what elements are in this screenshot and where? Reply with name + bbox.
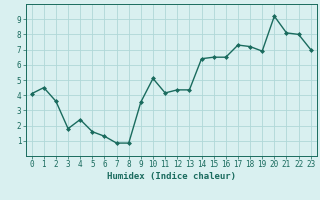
X-axis label: Humidex (Indice chaleur): Humidex (Indice chaleur) bbox=[107, 172, 236, 181]
